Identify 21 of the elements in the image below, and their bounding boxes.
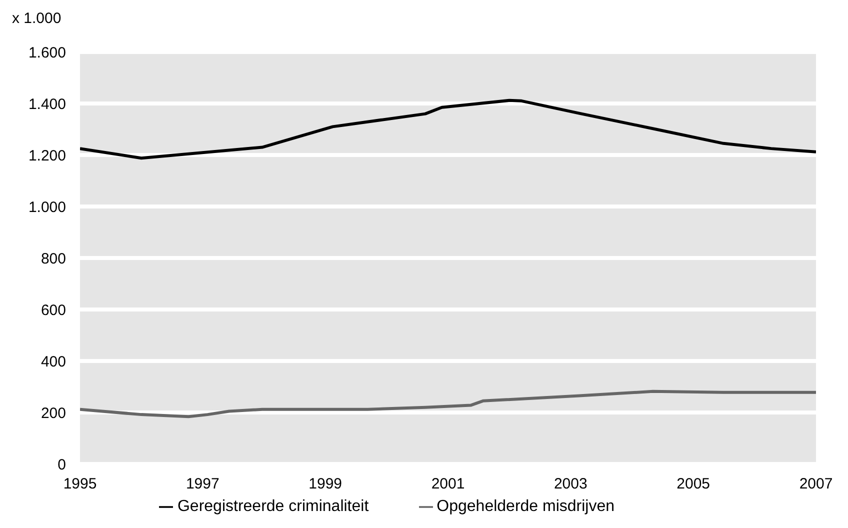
- legend-label: Opgehelderde misdrijven: [436, 498, 615, 515]
- line-series: [80, 390, 816, 418]
- y-tick-label: 600: [40, 302, 66, 319]
- x-tick-label: 2003: [554, 476, 588, 493]
- y-tick-label: 1.600: [28, 44, 66, 62]
- x-tick-label: 1995: [63, 476, 97, 493]
- line-series: [80, 98, 816, 160]
- y-tick-label: 200: [40, 404, 66, 422]
- y-tick-label: 1.400: [28, 96, 66, 113]
- y-tick-label: 1.000: [28, 198, 66, 216]
- y-tick-label: 1.200: [28, 147, 66, 164]
- x-tick-label: 2007: [799, 476, 833, 493]
- y-tick-label: 0: [58, 456, 66, 474]
- x-tick-label: 1997: [186, 476, 220, 493]
- x-tick-label: 2001: [431, 476, 465, 493]
- y-tick-label: 400: [40, 353, 66, 370]
- x-tick-label: 1999: [308, 476, 342, 493]
- x-tick-label: 2005: [676, 476, 710, 493]
- legend-label: Geregistreerde criminaliteit: [177, 498, 369, 515]
- y-tick-label: 800: [40, 250, 66, 268]
- y-axis-title: x 1.000: [12, 10, 62, 27]
